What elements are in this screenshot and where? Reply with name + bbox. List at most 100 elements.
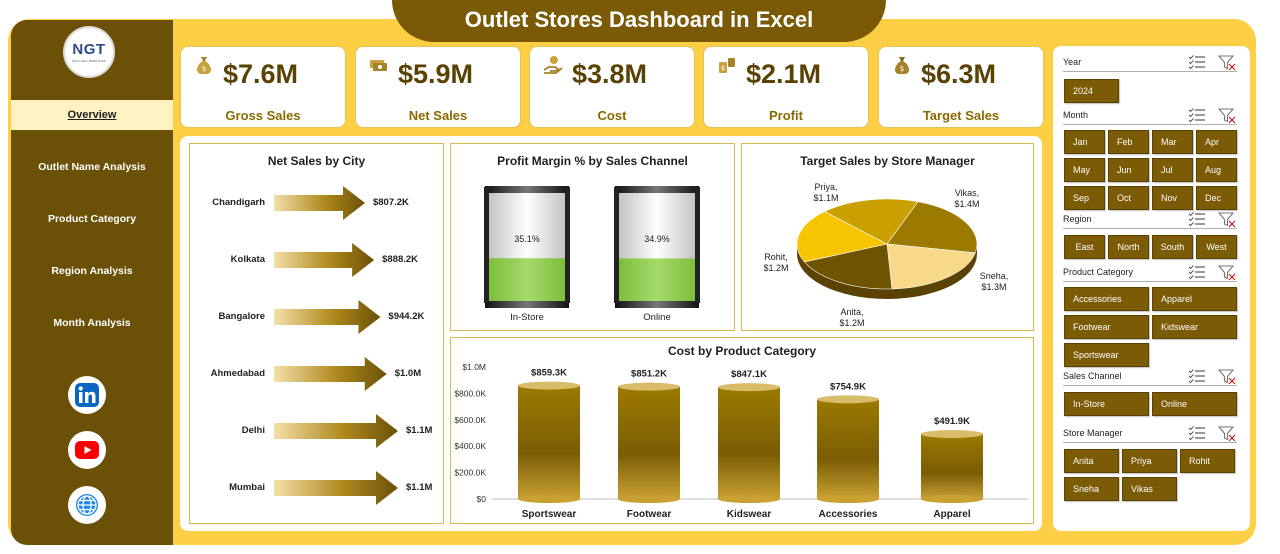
- city-label: Kolkata: [230, 254, 265, 265]
- clear-filter-icon[interactable]: [1217, 108, 1236, 123]
- cash-stack-icon: [370, 60, 387, 71]
- svg-text:$: $: [900, 65, 904, 73]
- multi-select-icon[interactable]: [1188, 369, 1205, 384]
- slicer-item-manager-priya[interactable]: Priya: [1122, 449, 1177, 473]
- multi-select-icon[interactable]: [1188, 55, 1205, 70]
- clear-filter-icon[interactable]: [1217, 369, 1236, 384]
- kpi-label: Net Sales: [408, 108, 468, 123]
- slicer-item-manager-sneha[interactable]: Sneha: [1064, 477, 1119, 501]
- slicer-item-channel-online[interactable]: Online: [1152, 392, 1237, 416]
- sidebar-item-outlet-name-analysis[interactable]: Outlet Name Analysis: [38, 161, 146, 173]
- slicer-item-month-nov[interactable]: Nov: [1152, 186, 1193, 210]
- slicer-item-category-footwear[interactable]: Footwear: [1064, 315, 1149, 339]
- cost-category-label: Footwear: [627, 509, 672, 520]
- slicer-item-manager-anita[interactable]: Anita: [1064, 449, 1119, 473]
- y-tick-label: $400.0K: [454, 441, 486, 451]
- pie-category-label: Vikas,: [955, 188, 979, 198]
- cost-bar-kidswear: [718, 383, 780, 503]
- linkedin-icon[interactable]: [68, 376, 106, 414]
- globe-icon[interactable]: [68, 486, 106, 524]
- pie-slice-anita: [803, 243, 893, 290]
- pie-value-label: $1.3M: [981, 282, 1006, 292]
- city-value-label: $1.0M: [394, 368, 422, 379]
- svg-text:$: $: [202, 65, 206, 73]
- slicer-item-manager-rohit[interactable]: Rohit: [1180, 449, 1235, 473]
- cost-category-label: Apparel: [933, 509, 970, 520]
- slicer-item-month-oct[interactable]: Oct: [1108, 186, 1149, 210]
- slicer-item-month-apr[interactable]: Apr: [1196, 130, 1237, 154]
- pie-category-label: Rohit,: [764, 252, 788, 262]
- city-label: Ahmedabad: [210, 368, 265, 379]
- slicer-divider: [1063, 385, 1237, 386]
- y-tick-label: $200.0K: [454, 468, 486, 478]
- multi-select-icon[interactable]: [1188, 265, 1205, 280]
- pie-value-label: $1.4M: [954, 199, 979, 209]
- cost-bar-apparel: [921, 430, 983, 503]
- city-bar-delhi: [274, 414, 398, 448]
- slicer-tools-channel: [1188, 369, 1236, 384]
- slicer-item-month-dec[interactable]: Dec: [1196, 186, 1237, 210]
- slicer-tools-category: [1188, 265, 1236, 280]
- sidebar-item-region-analysis[interactable]: Region Analysis: [51, 265, 133, 277]
- cost-category-label: Kidswear: [727, 509, 772, 520]
- kpi-card-cost: $3.8M Cost: [529, 46, 695, 128]
- multi-select-icon[interactable]: [1188, 108, 1205, 123]
- slicer-item-region-north[interactable]: North: [1108, 235, 1149, 259]
- kpi-label: Target Sales: [922, 108, 1000, 123]
- chart-title: Profit Margin % by Sales Channel: [497, 154, 688, 168]
- page-title: Outlet Stores Dashboard in Excel: [464, 7, 814, 32]
- pie-category-label: Priya,: [814, 182, 837, 192]
- slicer-item-year-2024[interactable]: 2024: [1064, 79, 1119, 103]
- slicer-item-channel-in-store[interactable]: In-Store: [1064, 392, 1149, 416]
- slicer-item-month-may[interactable]: May: [1064, 158, 1105, 182]
- slicer-item-region-west[interactable]: West: [1196, 235, 1237, 259]
- slicer-item-category-sportswear[interactable]: Sportswear: [1064, 343, 1149, 367]
- city-label: Bangalore: [218, 311, 265, 322]
- city-bar-mumbai: [274, 471, 398, 505]
- clear-filter-icon[interactable]: [1217, 265, 1236, 280]
- slicer-title-month: Month: [1063, 110, 1089, 120]
- slicer-item-month-mar[interactable]: Mar: [1152, 130, 1193, 154]
- slicer-item-month-feb[interactable]: Feb: [1108, 130, 1149, 154]
- city-value-label: $888.2K: [382, 254, 419, 265]
- slicer-item-month-jan[interactable]: Jan: [1064, 130, 1105, 154]
- slicer-item-month-aug[interactable]: Aug: [1196, 158, 1237, 182]
- slicer-divider: [1063, 228, 1237, 229]
- kpi-value: $3.8M: [572, 59, 648, 89]
- sidebar-item-overview[interactable]: Overview: [11, 100, 173, 130]
- money-bag-icon: $: [197, 57, 211, 74]
- slicer-item-manager-vikas[interactable]: Vikas: [1122, 477, 1177, 501]
- gauge-value-label: 35.1%: [514, 234, 540, 244]
- clear-filter-icon[interactable]: [1217, 426, 1236, 441]
- multi-select-icon[interactable]: [1188, 426, 1205, 441]
- slicer-divider: [1063, 71, 1237, 72]
- city-value-label: $1.1M: [406, 482, 433, 493]
- gauge-category-label: Online: [643, 312, 670, 323]
- slicer-item-category-accessories[interactable]: Accessories: [1064, 287, 1149, 311]
- city-label: Mumbai: [229, 482, 265, 493]
- money-growth-icon: $: [719, 58, 735, 73]
- sidebar-item-month-analysis[interactable]: Month Analysis: [53, 317, 131, 329]
- slicer-item-category-apparel[interactable]: Apparel: [1152, 287, 1237, 311]
- kpi-card-target-sales: $ $6.3M Target Sales: [878, 46, 1044, 128]
- y-tick-label: $800.0K: [454, 388, 486, 398]
- clear-filter-icon[interactable]: [1217, 55, 1236, 70]
- kpi-label: Gross Sales: [225, 108, 301, 123]
- chart-title: Net Sales by City: [267, 154, 366, 168]
- slicer-item-region-east[interactable]: East: [1064, 235, 1105, 259]
- kpi-value: $6.3M: [921, 59, 997, 89]
- cost-value-label: $859.3K: [531, 368, 567, 379]
- slicer-item-month-sep[interactable]: Sep: [1064, 186, 1105, 210]
- multi-select-icon[interactable]: [1188, 212, 1205, 227]
- slicer-item-category-kidswear[interactable]: Kidswear: [1152, 315, 1237, 339]
- slicer-item-region-south[interactable]: South: [1152, 235, 1193, 259]
- youtube-icon[interactable]: [68, 431, 106, 469]
- sidebar-item-product-category[interactable]: Product Category: [47, 213, 137, 225]
- slicer-item-month-jun[interactable]: Jun: [1108, 158, 1149, 182]
- brand-logo: NGT NEXT GEN TEMPLATES: [63, 26, 115, 78]
- kpi-value: $2.1M: [746, 59, 822, 89]
- kpi-label: Profit: [769, 108, 803, 123]
- city-bar-kolkata: [274, 243, 375, 277]
- slicer-item-month-jul[interactable]: Jul: [1152, 158, 1193, 182]
- clear-filter-icon[interactable]: [1217, 212, 1236, 227]
